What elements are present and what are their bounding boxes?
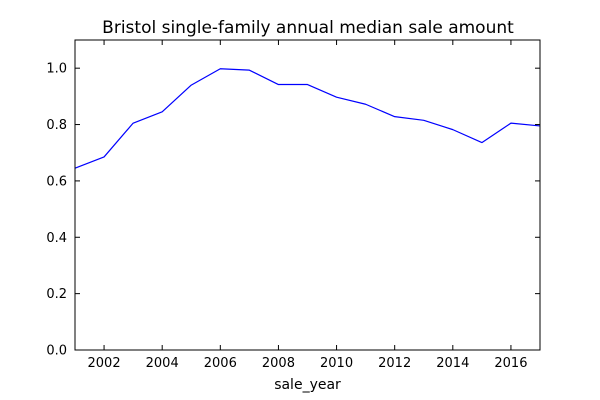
y-tick-label: 1.0: [46, 62, 67, 77]
axis-ticks: 2002 2004 2006 2008 2010 2012 2014 2016 0.0 0.2 0.…: [46, 40, 540, 371]
chart-title: Bristol single-family annual median sale…: [102, 18, 514, 38]
x-tick-label: 2006: [204, 356, 237, 371]
x-tick-label: 2014: [436, 356, 469, 371]
y-tick-label: 0.6: [46, 174, 67, 189]
y-tick-label: 0.2: [46, 287, 67, 302]
plot-area: [74, 68, 541, 169]
x-axis-label: sale_year: [274, 377, 341, 393]
x-tick-label: 2012: [378, 356, 411, 371]
x-tick-label: 2002: [88, 356, 121, 371]
series-line-0: [74, 68, 541, 169]
x-tick-label: 2004: [146, 356, 179, 371]
y-tick-label: 0.8: [46, 118, 67, 133]
x-tick-label: 2016: [494, 356, 527, 371]
y-tick-label: 0.4: [46, 231, 67, 246]
plot-frame: [74, 39, 541, 351]
x-tick-label: 2010: [320, 356, 353, 371]
x-tick-label: 2008: [262, 356, 295, 371]
y-tick-label: 0.0: [46, 344, 67, 359]
